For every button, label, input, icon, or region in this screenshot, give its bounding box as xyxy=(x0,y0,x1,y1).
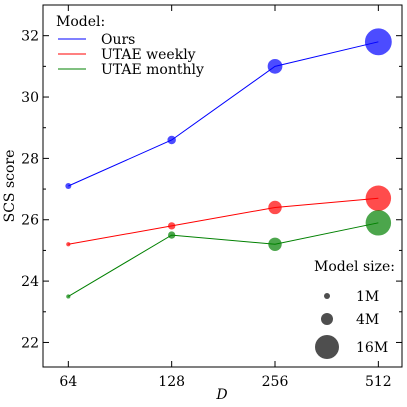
data-point xyxy=(365,210,392,236)
legend-entry: UTAE weekly xyxy=(58,47,196,63)
data-point xyxy=(167,135,176,145)
legend-label: UTAE weekly xyxy=(101,47,196,63)
y-axis-title: SCS score xyxy=(2,150,18,223)
x-tick-label: 256 xyxy=(262,374,289,390)
data-point xyxy=(167,222,176,230)
legend-title: Model: xyxy=(56,14,105,30)
x-axis-title: D xyxy=(215,387,227,403)
series-utae-weekly xyxy=(66,185,392,247)
data-point xyxy=(267,59,283,74)
data-point xyxy=(268,237,282,251)
size-legend-entry: 4M xyxy=(321,312,379,328)
legend-label: UTAE monthly xyxy=(101,62,204,78)
data-point xyxy=(365,185,392,211)
y-tick-label: 32 xyxy=(21,29,39,45)
x-tick-label: 128 xyxy=(158,374,185,390)
data-point xyxy=(65,183,72,189)
x-tick-label: 64 xyxy=(59,374,77,390)
size-label: 16M xyxy=(356,340,388,356)
data-point xyxy=(66,294,71,299)
axis-ticks: 64 128 256 512 22 24 26 28 30 32 xyxy=(21,4,402,390)
y-tick-label: 28 xyxy=(21,151,39,167)
size-legend-title: Model size: xyxy=(314,259,395,275)
size-marker xyxy=(321,313,333,325)
series-utae-monthly xyxy=(66,210,392,299)
series-line xyxy=(68,41,379,187)
series-layer xyxy=(65,28,392,299)
legend-entry: UTAE monthly xyxy=(58,62,204,78)
size-legend-entry: 1M xyxy=(324,289,379,305)
data-point xyxy=(364,28,392,56)
data-point xyxy=(66,242,71,247)
legend-label: Ours xyxy=(101,32,135,48)
series-line xyxy=(68,197,379,245)
data-point xyxy=(268,200,282,215)
size-marker xyxy=(315,335,339,359)
size-legend-entry: 16M xyxy=(315,335,388,359)
size-legend: Model size: 1M 4M 16M xyxy=(314,259,395,359)
series-line xyxy=(68,222,379,297)
y-tick-label: 24 xyxy=(21,274,39,290)
y-tick-label: 30 xyxy=(21,90,39,106)
plot-frame xyxy=(42,4,403,368)
size-marker xyxy=(324,293,330,299)
y-tick-label: 22 xyxy=(21,335,39,351)
data-point xyxy=(167,231,176,239)
size-label: 4M xyxy=(356,312,379,328)
series-ours xyxy=(65,28,392,189)
y-tick-label: 26 xyxy=(21,213,39,229)
size-label: 1M xyxy=(356,289,379,305)
legend-entry: Ours xyxy=(58,32,135,48)
x-tick-label: 512 xyxy=(365,374,392,390)
